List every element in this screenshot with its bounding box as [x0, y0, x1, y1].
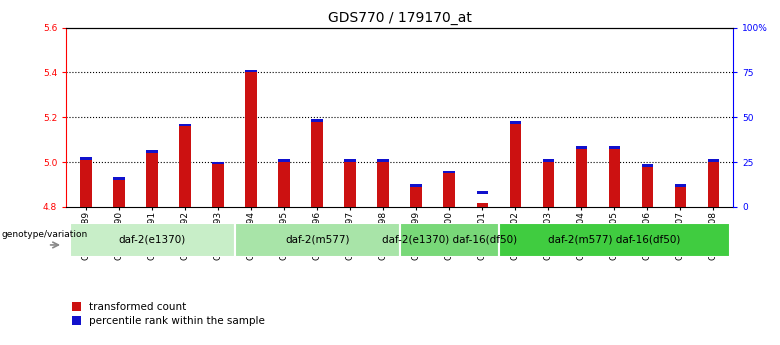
Bar — [179, 124, 191, 207]
Bar — [69, 223, 235, 257]
Bar — [399, 223, 498, 257]
Text: genotype/variation: genotype/variation — [2, 230, 87, 239]
Bar — [147, 151, 158, 207]
Text: daf-2(m577) daf-16(df50): daf-2(m577) daf-16(df50) — [548, 235, 680, 245]
Bar — [576, 146, 587, 149]
Text: daf-2(e1370) daf-16(df50): daf-2(e1370) daf-16(df50) — [381, 235, 517, 245]
Bar — [113, 177, 125, 180]
Legend: transformed count, percentile rank within the sample: transformed count, percentile rank withi… — [72, 302, 265, 326]
Bar — [410, 185, 422, 207]
Bar — [113, 178, 125, 207]
Bar — [707, 159, 719, 162]
Bar — [444, 171, 455, 207]
Bar — [498, 223, 730, 257]
Bar — [378, 160, 389, 207]
Bar — [179, 124, 191, 126]
Bar — [509, 121, 521, 124]
Bar — [509, 122, 521, 207]
Title: GDS770 / 179170_at: GDS770 / 179170_at — [328, 11, 472, 25]
Bar — [212, 162, 224, 164]
Bar — [675, 185, 686, 207]
Bar — [311, 119, 323, 207]
Bar — [477, 191, 488, 194]
Text: daf-2(m577): daf-2(m577) — [285, 235, 349, 245]
Bar — [345, 160, 356, 207]
Bar — [345, 159, 356, 162]
Bar — [576, 146, 587, 207]
Bar — [80, 157, 92, 160]
Bar — [246, 70, 257, 72]
Bar — [311, 119, 323, 122]
Bar — [378, 159, 389, 162]
Text: daf-2(e1370): daf-2(e1370) — [119, 235, 186, 245]
Bar — [477, 203, 488, 207]
Bar — [410, 184, 422, 187]
Bar — [278, 160, 290, 207]
Bar — [444, 171, 455, 173]
Bar — [608, 146, 620, 207]
Bar — [642, 164, 653, 207]
Bar — [278, 159, 290, 162]
Bar — [235, 223, 399, 257]
Bar — [246, 70, 257, 207]
Bar — [642, 164, 653, 167]
Bar — [80, 158, 92, 207]
Bar — [147, 150, 158, 153]
Bar — [212, 162, 224, 207]
Bar — [707, 160, 719, 207]
Bar — [608, 146, 620, 149]
Bar — [543, 159, 554, 162]
Bar — [675, 184, 686, 187]
Bar — [543, 160, 554, 207]
